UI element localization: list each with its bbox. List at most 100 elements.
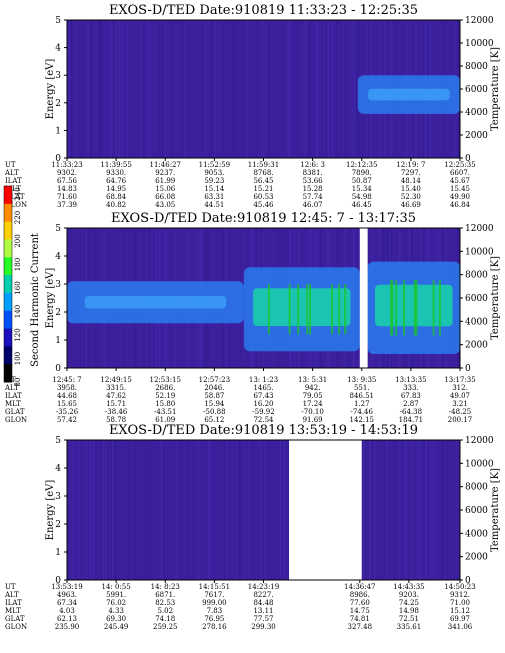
table-cell: 11:39:55	[100, 161, 131, 169]
table-cell: 3.21	[452, 400, 468, 408]
table-cell: 13: 9:35	[347, 376, 376, 384]
y2-tick-label: 6000	[465, 85, 488, 95]
table-row-label: GLON	[5, 416, 27, 424]
table-cell: 5.02	[157, 607, 173, 615]
y2-tick-label: 10000	[465, 39, 494, 49]
table-cell: 14:43:35	[393, 583, 424, 591]
table-cell: 142.15	[350, 416, 375, 424]
table-cell: 235.90	[55, 623, 80, 631]
streak	[162, 20, 164, 158]
streak	[353, 20, 355, 158]
streak	[281, 440, 284, 580]
table-cell: 82.53	[155, 599, 175, 607]
streak	[67, 20, 69, 158]
streak	[269, 20, 271, 158]
streak	[138, 440, 140, 580]
streak	[328, 20, 330, 158]
table-cell: 44.68	[57, 392, 77, 400]
colorbar-tick-label: 240	[14, 187, 22, 200]
streak	[87, 440, 89, 580]
table-cell: 299.30	[251, 623, 276, 631]
colorbar-segment	[4, 203, 12, 223]
streak	[441, 440, 443, 580]
streak	[406, 440, 408, 580]
streak	[149, 20, 151, 158]
band-streak	[432, 280, 435, 336]
streak	[161, 440, 163, 580]
y-axis-label: Energy [eV]	[45, 59, 56, 120]
streak	[114, 440, 116, 580]
streak	[336, 20, 338, 158]
streak	[145, 20, 147, 158]
y-tick-label: 4	[55, 44, 61, 54]
colorbar-tick-label: 140	[14, 305, 22, 318]
y-tick-label: 4	[55, 252, 61, 262]
colorbar-segment	[4, 292, 12, 312]
streak	[174, 440, 176, 580]
streak	[377, 440, 379, 580]
streak	[254, 440, 256, 580]
table-cell: 278.16	[202, 623, 227, 631]
streak	[335, 20, 337, 158]
streak	[106, 440, 108, 580]
streak	[331, 20, 333, 158]
streak	[447, 440, 449, 580]
table-cell: 8227.	[253, 591, 273, 599]
table-cell: 68.84	[106, 193, 127, 201]
table-row-label: ILAT	[5, 177, 22, 185]
streak	[341, 20, 343, 158]
streak	[235, 20, 237, 158]
table-cell: 14: 8:23	[151, 583, 180, 591]
streak	[237, 440, 239, 580]
table-cell: 4963.	[57, 591, 77, 599]
y-tick-label: 0	[55, 154, 61, 164]
streak	[90, 440, 92, 580]
table-cell: 2686.	[155, 384, 175, 392]
band-core	[253, 288, 351, 326]
table-cell: 15.65	[57, 400, 77, 408]
table-cell: -48.25	[449, 408, 471, 416]
streak	[316, 20, 318, 158]
streak	[93, 440, 95, 580]
streak	[197, 20, 199, 158]
colorbar: 240 220 200 180 160 140 120 100 80 Second Harmoni…	[3, 185, 41, 386]
table-cell: 14:36:47	[344, 583, 375, 591]
streak	[265, 440, 267, 580]
streak	[320, 20, 322, 158]
table-cell: 76.02	[106, 599, 126, 607]
table-cell: 40.82	[106, 201, 126, 209]
table-cell: 9203.	[399, 591, 419, 599]
table-cell: 69.97	[450, 615, 470, 623]
table-cell: 71.00	[450, 599, 470, 607]
table-cell: 8768.	[253, 169, 273, 177]
streak	[351, 20, 353, 158]
table-cell: 46.69	[401, 201, 421, 209]
table-cell: 67.83	[401, 392, 421, 400]
streak	[126, 20, 129, 158]
streak	[205, 20, 207, 158]
table-cell: 45.67	[450, 177, 470, 185]
y2-tick-label: 6000	[465, 506, 488, 516]
table-row-label: MLT	[5, 185, 21, 193]
streak	[363, 440, 365, 580]
streak	[345, 20, 347, 158]
streak	[308, 20, 310, 158]
streak	[309, 20, 311, 158]
table-cell: 72.51	[399, 615, 419, 623]
streak	[223, 20, 225, 158]
y2-tick-label: 10000	[465, 247, 494, 257]
table-cell: 13:53:19	[51, 583, 82, 591]
streak	[114, 440, 116, 580]
table-cell: 13.11	[253, 607, 273, 615]
streak	[144, 440, 146, 580]
table-row-label: ALT	[4, 169, 19, 177]
y2-tick-label: 12000	[465, 224, 494, 234]
y2-tick-label: 2000	[465, 553, 488, 563]
streak	[327, 20, 329, 158]
colorbar-segment	[4, 275, 12, 294]
colorbar-tick-label: 180	[14, 258, 22, 271]
streak	[250, 440, 252, 580]
y-tick-label: 3	[55, 280, 61, 290]
table-cell: 53.66	[303, 177, 324, 185]
table-cell: 14.98	[399, 607, 419, 615]
